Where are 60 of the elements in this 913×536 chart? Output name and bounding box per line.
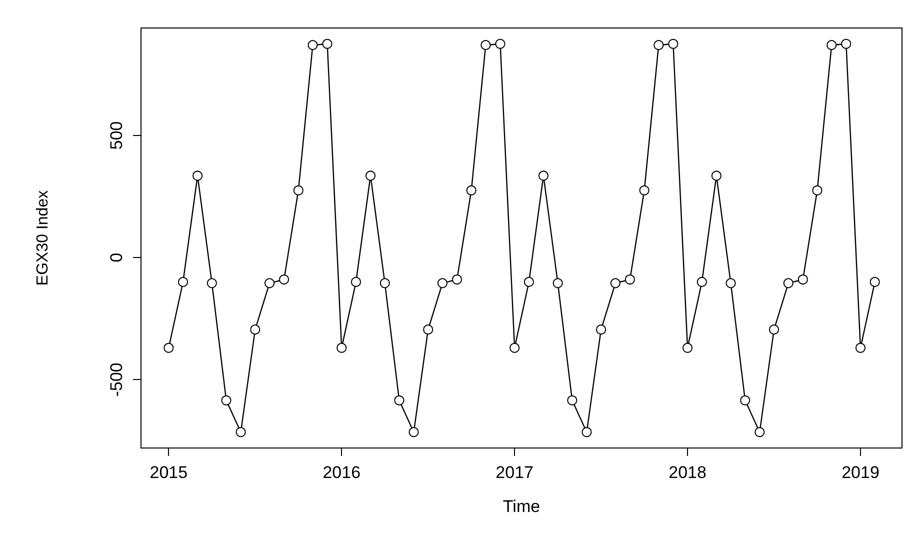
point [221, 395, 232, 406]
point [696, 276, 707, 287]
point [423, 324, 434, 335]
point [236, 427, 246, 438]
point [495, 38, 506, 49]
point [668, 38, 678, 49]
x-tick-label: 2016 [322, 463, 361, 482]
point [452, 274, 462, 285]
point [206, 278, 217, 288]
point [567, 395, 578, 406]
point [682, 342, 693, 353]
point [408, 427, 419, 438]
point [740, 395, 750, 406]
point [783, 278, 794, 288]
point [639, 185, 650, 196]
x-tick-label: 2018 [668, 463, 706, 482]
point [164, 342, 174, 353]
point [322, 38, 332, 49]
point [480, 40, 491, 50]
point [524, 276, 534, 287]
point [841, 38, 852, 49]
point [856, 342, 866, 353]
point [437, 278, 448, 288]
point [466, 185, 476, 196]
point [812, 185, 822, 196]
point [192, 170, 203, 181]
point [726, 278, 736, 288]
point [798, 274, 808, 285]
x-tick-label: 2015 [150, 463, 188, 482]
point [178, 276, 188, 287]
point [350, 276, 361, 287]
point [624, 274, 635, 285]
x-axis-title: Time [502, 497, 540, 516]
point [366, 170, 376, 181]
point [279, 274, 290, 285]
point [610, 278, 620, 288]
point [293, 185, 304, 196]
point [308, 40, 318, 50]
point [654, 40, 664, 50]
point [711, 170, 722, 181]
y-tick-label: 500 [107, 121, 126, 150]
point [826, 40, 837, 50]
point [264, 278, 275, 288]
point [596, 324, 606, 335]
y-tick-label: -500 [107, 362, 126, 397]
point [250, 324, 260, 335]
point [552, 278, 563, 288]
point [394, 395, 404, 406]
point [336, 342, 347, 353]
point [582, 427, 592, 438]
point [510, 342, 520, 353]
point [380, 278, 390, 288]
y-tick-label: 0 [107, 252, 126, 262]
x-tick-label: 2017 [496, 463, 534, 482]
point [538, 170, 548, 181]
point [870, 276, 880, 287]
point [754, 427, 765, 438]
x-tick-label: 2019 [842, 463, 880, 482]
y-axis-title: EGX30 Index [34, 190, 52, 286]
point [769, 324, 780, 335]
